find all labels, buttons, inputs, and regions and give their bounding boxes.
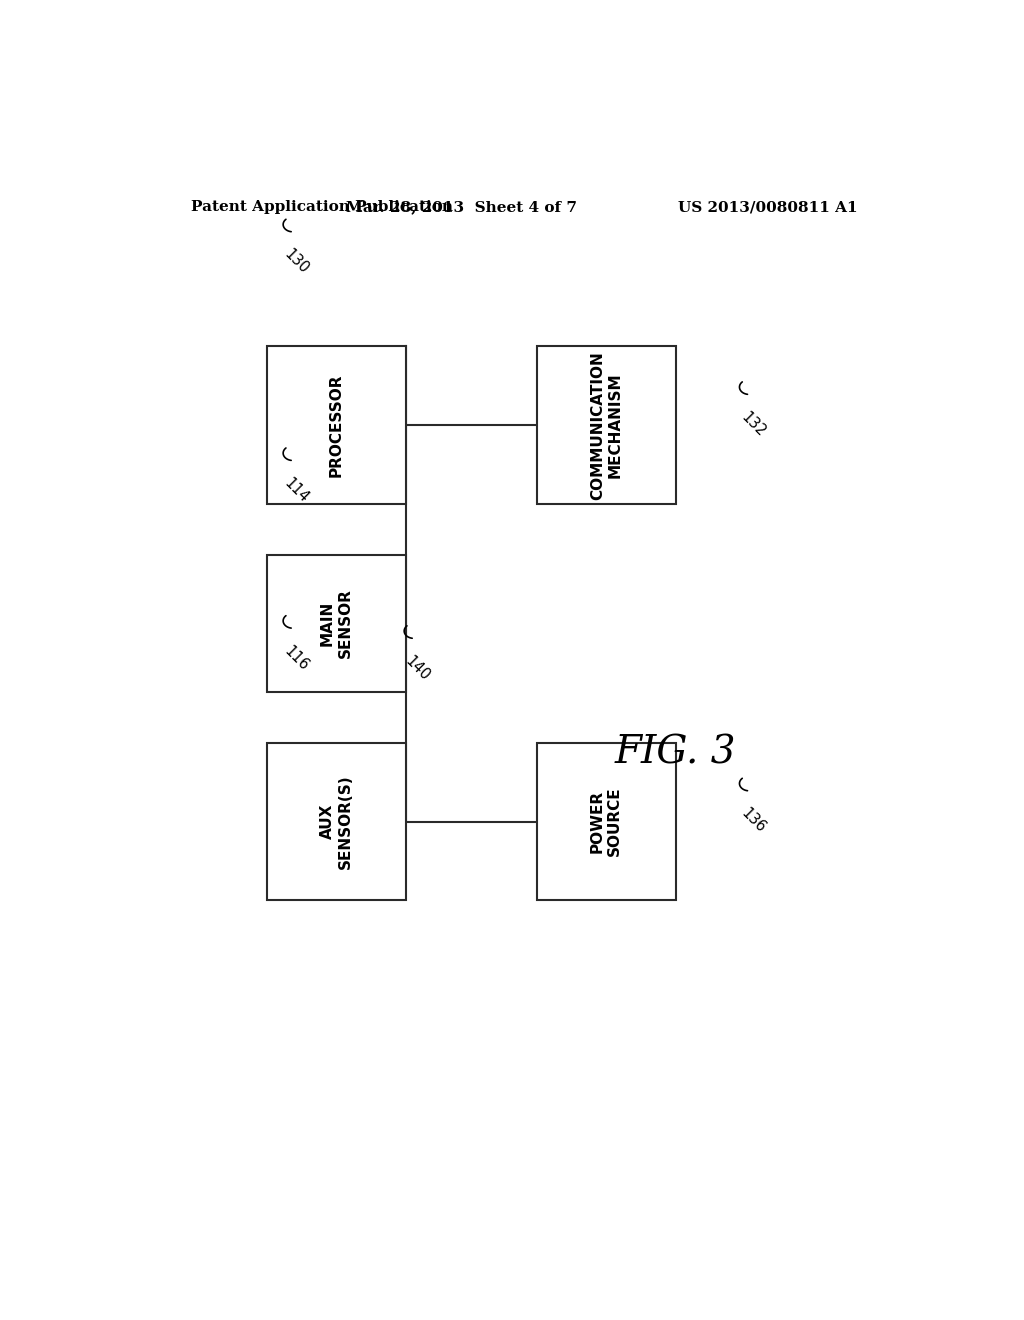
Text: COMMUNICATION
MECHANISM: COMMUNICATION MECHANISM [590,351,623,499]
Text: 136: 136 [738,805,768,836]
Text: 130: 130 [282,247,311,277]
Text: Patent Application Publication: Patent Application Publication [191,201,454,214]
FancyBboxPatch shape [537,743,676,900]
Text: FIG. 3: FIG. 3 [614,734,736,771]
Text: US 2013/0080811 A1: US 2013/0080811 A1 [679,201,858,214]
Text: MAIN
SENSOR: MAIN SENSOR [321,589,352,659]
FancyBboxPatch shape [267,346,406,504]
Text: 132: 132 [738,409,768,440]
Text: 114: 114 [282,475,311,506]
Text: 116: 116 [282,643,311,673]
Text: Mar. 28, 2013  Sheet 4 of 7: Mar. 28, 2013 Sheet 4 of 7 [346,201,577,214]
FancyBboxPatch shape [267,743,406,900]
FancyBboxPatch shape [267,554,406,692]
Text: POWER
SOURCE: POWER SOURCE [590,787,623,857]
Text: 140: 140 [402,653,433,684]
Text: PROCESSOR: PROCESSOR [329,374,344,477]
FancyBboxPatch shape [537,346,676,504]
Text: AUX
SENSOR(S): AUX SENSOR(S) [321,775,352,869]
